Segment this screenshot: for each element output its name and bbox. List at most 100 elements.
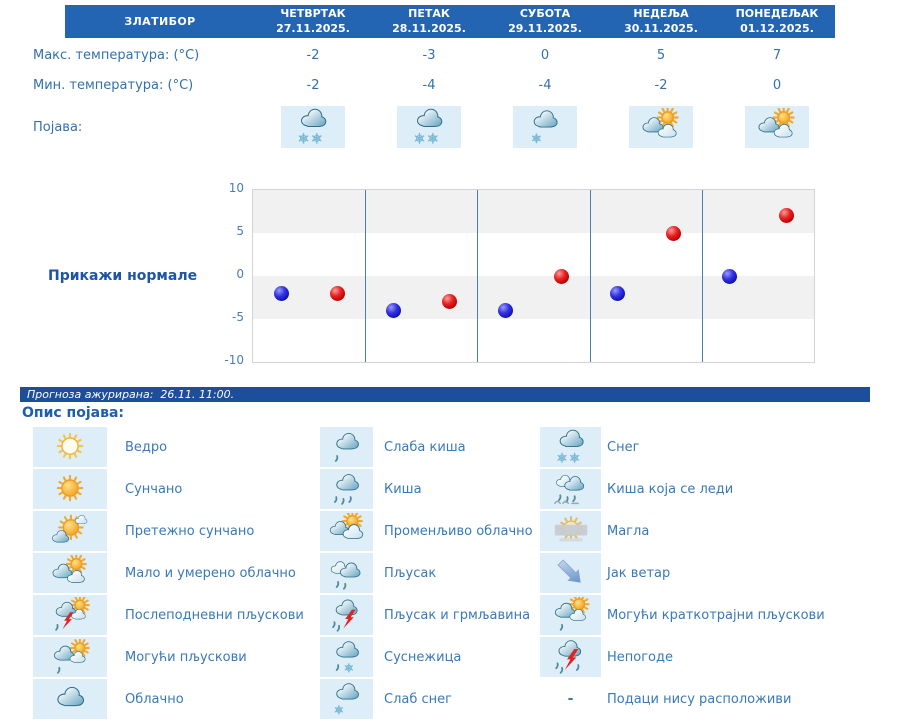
phenomenon-cell [629,106,693,148]
day-separator-line [365,190,367,362]
day-header-5: ПОНЕДЕЉАК 01.12.2025. [719,5,835,38]
legend-icon-cell [33,595,107,635]
min-temp-value: -4 [538,78,552,93]
legend-icon-cell [33,511,107,551]
legend-icon-cell [320,595,373,635]
legend-icon-cell [320,469,373,509]
max-temp-value: 7 [772,48,782,63]
storms-icon [554,640,581,674]
day-name: СУБОТА [519,7,571,21]
legend-label: Слаб снег [384,691,452,707]
fog-icon [554,515,587,542]
cloudy-icon [57,686,85,707]
y-axis-tick: -5 [232,310,244,324]
max-temp-point [554,268,570,284]
min-temp-point [385,302,401,318]
light-snow-icon [532,110,558,144]
legend-label: Снег [607,439,640,455]
y-axis-tick: 0 [236,267,244,281]
temperature-chart [252,189,815,363]
legend-icon-cell [320,427,373,467]
y-axis-tick: -10 [224,353,244,367]
day-separator-line [701,190,703,362]
shower-icon [330,561,361,590]
legend-label: Суснежица [384,649,462,665]
legend-heading: Опис појава: [22,405,124,421]
day-date: 30.11.2025. [624,21,698,35]
legend-label: Могући краткотрајни пљускови [607,607,825,623]
max-temp-value: 5 [656,48,666,63]
day-name: НЕДЕЉА [633,7,689,21]
light-snow-icon [334,683,359,715]
min-temp-value: 0 [772,78,782,93]
legend-icon-cell [320,511,373,551]
legend-label: Послеподневни пљускови [125,607,304,623]
legend-label: Пљусак и грмљавина [384,607,531,623]
legend-label: Променљиво облачно [384,523,533,539]
no-data-dash: - [567,691,574,707]
legend-label: Непогоде [607,649,673,665]
day-header-4: НЕДЕЉА 30.11.2025. [603,5,719,38]
forecast-table-header: ЗЛАТИБОР ЧЕТВРТАК 27.11.2025. ПЕТАК 28.11.2… [65,5,835,38]
forecast-updated-bar: Прогноза ажурирана: 26.11. 11:00. [20,387,870,402]
phenomenon-label: Појава: [33,120,83,135]
legend-label: Сунчано [125,481,183,497]
min-temp-point [722,268,738,284]
min-temp-point [273,285,289,301]
legend-icon-cell [33,553,107,593]
legend-icon-cell [540,511,601,551]
legend-label: Киша која се леди [607,481,734,497]
max-temp-point [778,208,794,224]
legend-icon-cell [33,469,107,509]
afternoon-showers-icon [55,597,90,631]
day-separator-line [477,190,479,362]
phenomenon-cell [397,106,461,148]
max-temp-point [329,285,345,301]
phenomenon-cell [513,106,577,148]
max-temp-value: -2 [306,48,320,63]
legend-label: Магла [607,523,650,539]
min-temp-label: Мин. температура: (°C) [33,78,194,93]
day-date: 28.11.2025. [392,21,466,35]
snow-icon [556,429,584,463]
min-temp-value: -4 [422,78,436,93]
day-date: 01.12.2025. [740,21,814,35]
legend-label: Могући пљускови [125,649,247,665]
legend-label: Пљусак [384,565,437,581]
day-name: ПОНЕДЕЉАК [735,7,819,21]
legend-icon-cell [320,553,373,593]
mostly-sunny-icon [52,514,88,543]
day-header-2: ПЕТАК 28.11.2025. [371,5,487,38]
legend-icon-cell [540,427,601,467]
legend-icon-cell [540,595,601,635]
sunny-icon [56,474,84,502]
day-header-1: ЧЕТВРТАК 27.11.2025. [255,5,371,38]
snow-icon [298,108,327,144]
day-name: ЧЕТВРТАК [280,7,346,21]
rain-icon [333,474,359,505]
legend-label: Слаба киша [384,439,466,455]
max-temp-value: 0 [540,48,550,63]
show-normals-link[interactable]: Прикажи нормале [48,268,198,284]
sleet-icon [335,641,359,673]
clear-icon [56,432,84,460]
day-date: 29.11.2025. [508,21,582,35]
legend-icon-cell [320,637,373,677]
min-temp-value: -2 [306,78,320,93]
freezing-rain-icon [553,474,584,505]
min-temp-point [610,285,626,301]
shower-thunder-icon [331,599,358,632]
max-temp-point [666,225,682,241]
min-temp-value: -2 [654,78,668,93]
variable-cloudy-icon [329,513,363,540]
legend-icon-cell [540,553,601,593]
legend-label: Мало и умерено облачно [125,565,296,581]
legend-icon-cell [320,679,373,719]
possible-short-showers-icon [554,597,590,631]
phenomenon-cell [281,106,345,148]
partly-cloudy-icon [758,108,795,138]
legend-label: Облачно [125,691,184,707]
partly-cloudy-icon [52,555,87,583]
y-axis-tick: 5 [236,224,244,238]
